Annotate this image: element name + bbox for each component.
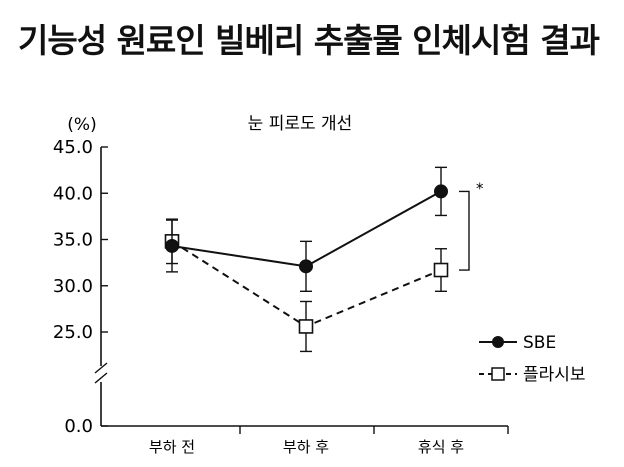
data-point xyxy=(433,262,449,278)
axes xyxy=(94,147,508,427)
significance-annotation: * xyxy=(459,179,484,271)
data-point xyxy=(434,184,448,199)
x-tick-label: 부하 전 xyxy=(149,438,195,456)
y-tick-label: 35.0 xyxy=(53,230,93,251)
significance-bracket xyxy=(459,190,470,271)
legend-marker xyxy=(491,367,505,381)
y-axis-ticks: 0.0 25.0 30.0 35.0 40.0 45.0 xyxy=(53,137,108,437)
legend-item: 플라시보 xyxy=(479,365,586,385)
y-tick-label: 25.0 xyxy=(53,322,93,343)
legend-label: 플라시보 xyxy=(523,365,586,385)
significance-star: * xyxy=(476,179,484,197)
data-point xyxy=(299,259,313,274)
y-tick-label: 40.0 xyxy=(53,183,93,204)
page-title: 기능성 원료인 빌베리 추출물 인체시험 결과 xyxy=(18,21,600,60)
x-tick-label: 부하 후 xyxy=(283,438,329,456)
legend-label: SBE xyxy=(523,333,556,353)
legend-marker xyxy=(492,336,504,348)
y-axis-unit: (%) xyxy=(67,115,96,135)
axis-break-mark xyxy=(94,362,108,384)
chart-title: 눈 피로도 개선 xyxy=(248,114,353,134)
x-axis-ticks: 부하 전 부하 후 휴식 후 xyxy=(149,426,509,456)
y-tick-label: 0.0 xyxy=(64,416,93,437)
data-point xyxy=(298,319,314,334)
series-layer xyxy=(164,166,449,353)
legend-item: SBE xyxy=(479,333,556,353)
y-tick-label: 45.0 xyxy=(53,137,93,158)
data-point xyxy=(165,238,179,253)
legend: SBE 플라시보 xyxy=(479,333,586,385)
series-placebo xyxy=(164,218,449,353)
series-sbe xyxy=(165,166,448,292)
y-tick-label: 30.0 xyxy=(53,276,93,297)
x-tick-label: 휴식 후 xyxy=(418,438,464,456)
